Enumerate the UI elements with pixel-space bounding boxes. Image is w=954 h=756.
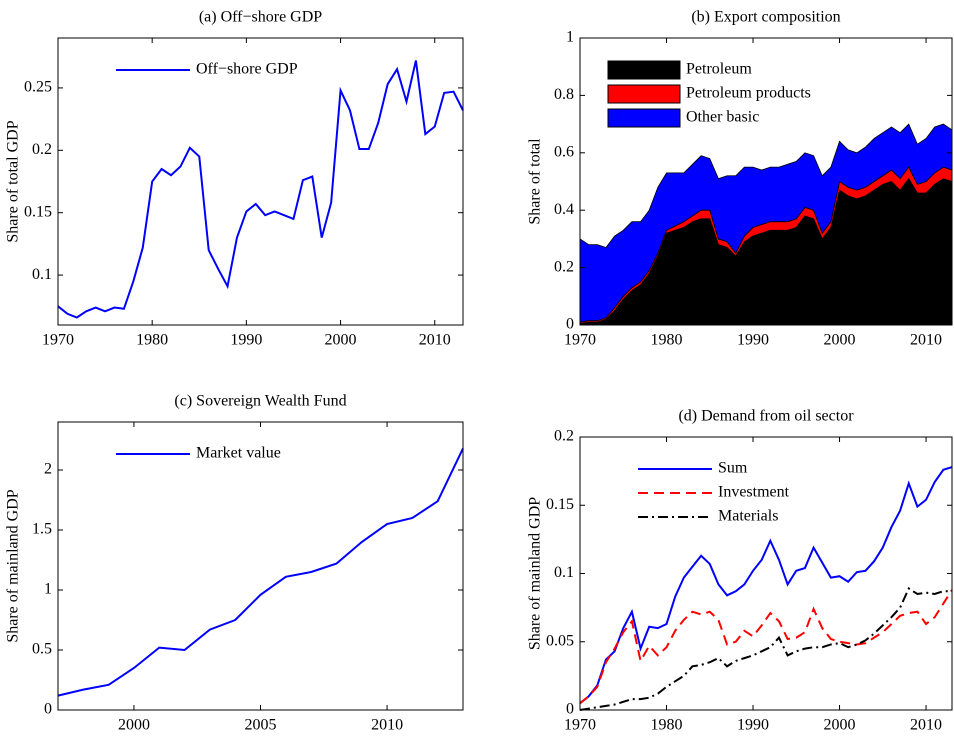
y-tick-label: 0.15	[24, 203, 52, 220]
plot-area	[579, 466, 953, 711]
line	[579, 589, 953, 704]
x-tick-label: 2010	[371, 717, 403, 734]
legend-label: Materials	[718, 508, 778, 525]
x-tick-label: 2010	[910, 332, 942, 349]
y-tick-label: 0.15	[546, 496, 574, 513]
axes-box	[579, 37, 953, 326]
x-tick-label: 2010	[910, 717, 942, 734]
y-tick-label: 0	[566, 701, 574, 718]
axes-box	[579, 436, 953, 711]
legend-label: Sum	[718, 460, 748, 477]
y-tick-label: 0.6	[554, 143, 574, 160]
x-tick-label: 1980	[651, 332, 683, 349]
x-tick-label: 1990	[230, 332, 262, 349]
x-tick-label: 2000	[325, 332, 357, 349]
legend-label: Market value	[196, 445, 281, 462]
y-tick-label: 1	[44, 581, 52, 598]
y-tick-label: 1	[566, 29, 574, 46]
x-tick-label: 2010	[419, 332, 451, 349]
legend-label: Petroleum	[686, 61, 752, 78]
y-tick-label: 0	[44, 701, 52, 718]
x-tick-label: 1970	[564, 332, 596, 349]
y-tick-label: 0.05	[546, 632, 574, 649]
y-tick-label: 0.8	[554, 86, 574, 103]
axes-box	[57, 37, 464, 326]
y-axis-label: Share of total GDP	[5, 120, 22, 242]
legend-label: Investment	[718, 484, 790, 501]
y-axis-label: Share of total	[527, 138, 544, 225]
plot-area	[57, 60, 464, 319]
y-tick-label: 0.4	[554, 201, 574, 218]
line	[579, 587, 952, 711]
legend-swatch	[607, 108, 681, 128]
y-axis-label: Share of mainland GDP	[527, 497, 544, 650]
y-tick-label: 0.1	[554, 564, 574, 581]
y-tick-label: 2	[44, 461, 52, 478]
plot-area	[579, 123, 953, 326]
axes-box	[57, 421, 464, 711]
line	[57, 60, 464, 319]
y-tick-label: 0.2	[554, 428, 574, 445]
y-tick-label: 0.2	[554, 258, 574, 275]
x-tick-label: 1970	[42, 332, 74, 349]
x-tick-label: 2005	[245, 717, 277, 734]
y-axis-label: Share of mainland GDP	[5, 489, 22, 642]
x-tick-label: 1980	[136, 332, 168, 349]
line	[57, 447, 464, 697]
legend-label: Off−shore GDP	[196, 61, 298, 78]
x-tick-label: 2000	[824, 332, 856, 349]
legend-label: Petroleum products	[686, 85, 811, 102]
y-tick-label: 0	[566, 316, 574, 333]
x-tick-label: 1980	[651, 717, 683, 734]
y-tick-label: 0.5	[32, 641, 52, 658]
y-tick-label: 0.1	[32, 266, 52, 283]
x-tick-label: 1990	[737, 332, 769, 349]
y-tick-label: 0.25	[24, 79, 52, 96]
legend-swatch	[607, 84, 681, 104]
x-tick-label: 1990	[737, 717, 769, 734]
y-tick-label: 0.2	[32, 141, 52, 158]
x-tick-label: 2000	[824, 717, 856, 734]
panel-title: (b) Export composition	[691, 9, 840, 26]
panel-title: (d) Demand from oil sector	[678, 408, 854, 425]
panel-title: (a) Off−shore GDP	[199, 9, 322, 26]
legend-label: Other basic	[686, 109, 759, 126]
panel-title: (c) Sovereign Wealth Fund	[174, 393, 346, 410]
x-tick-label: 2000	[118, 717, 150, 734]
plot-area	[57, 447, 464, 697]
x-tick-label: 1970	[564, 717, 596, 734]
legend-swatch	[607, 60, 681, 80]
y-tick-label: 1.5	[32, 521, 52, 538]
line	[579, 466, 953, 704]
